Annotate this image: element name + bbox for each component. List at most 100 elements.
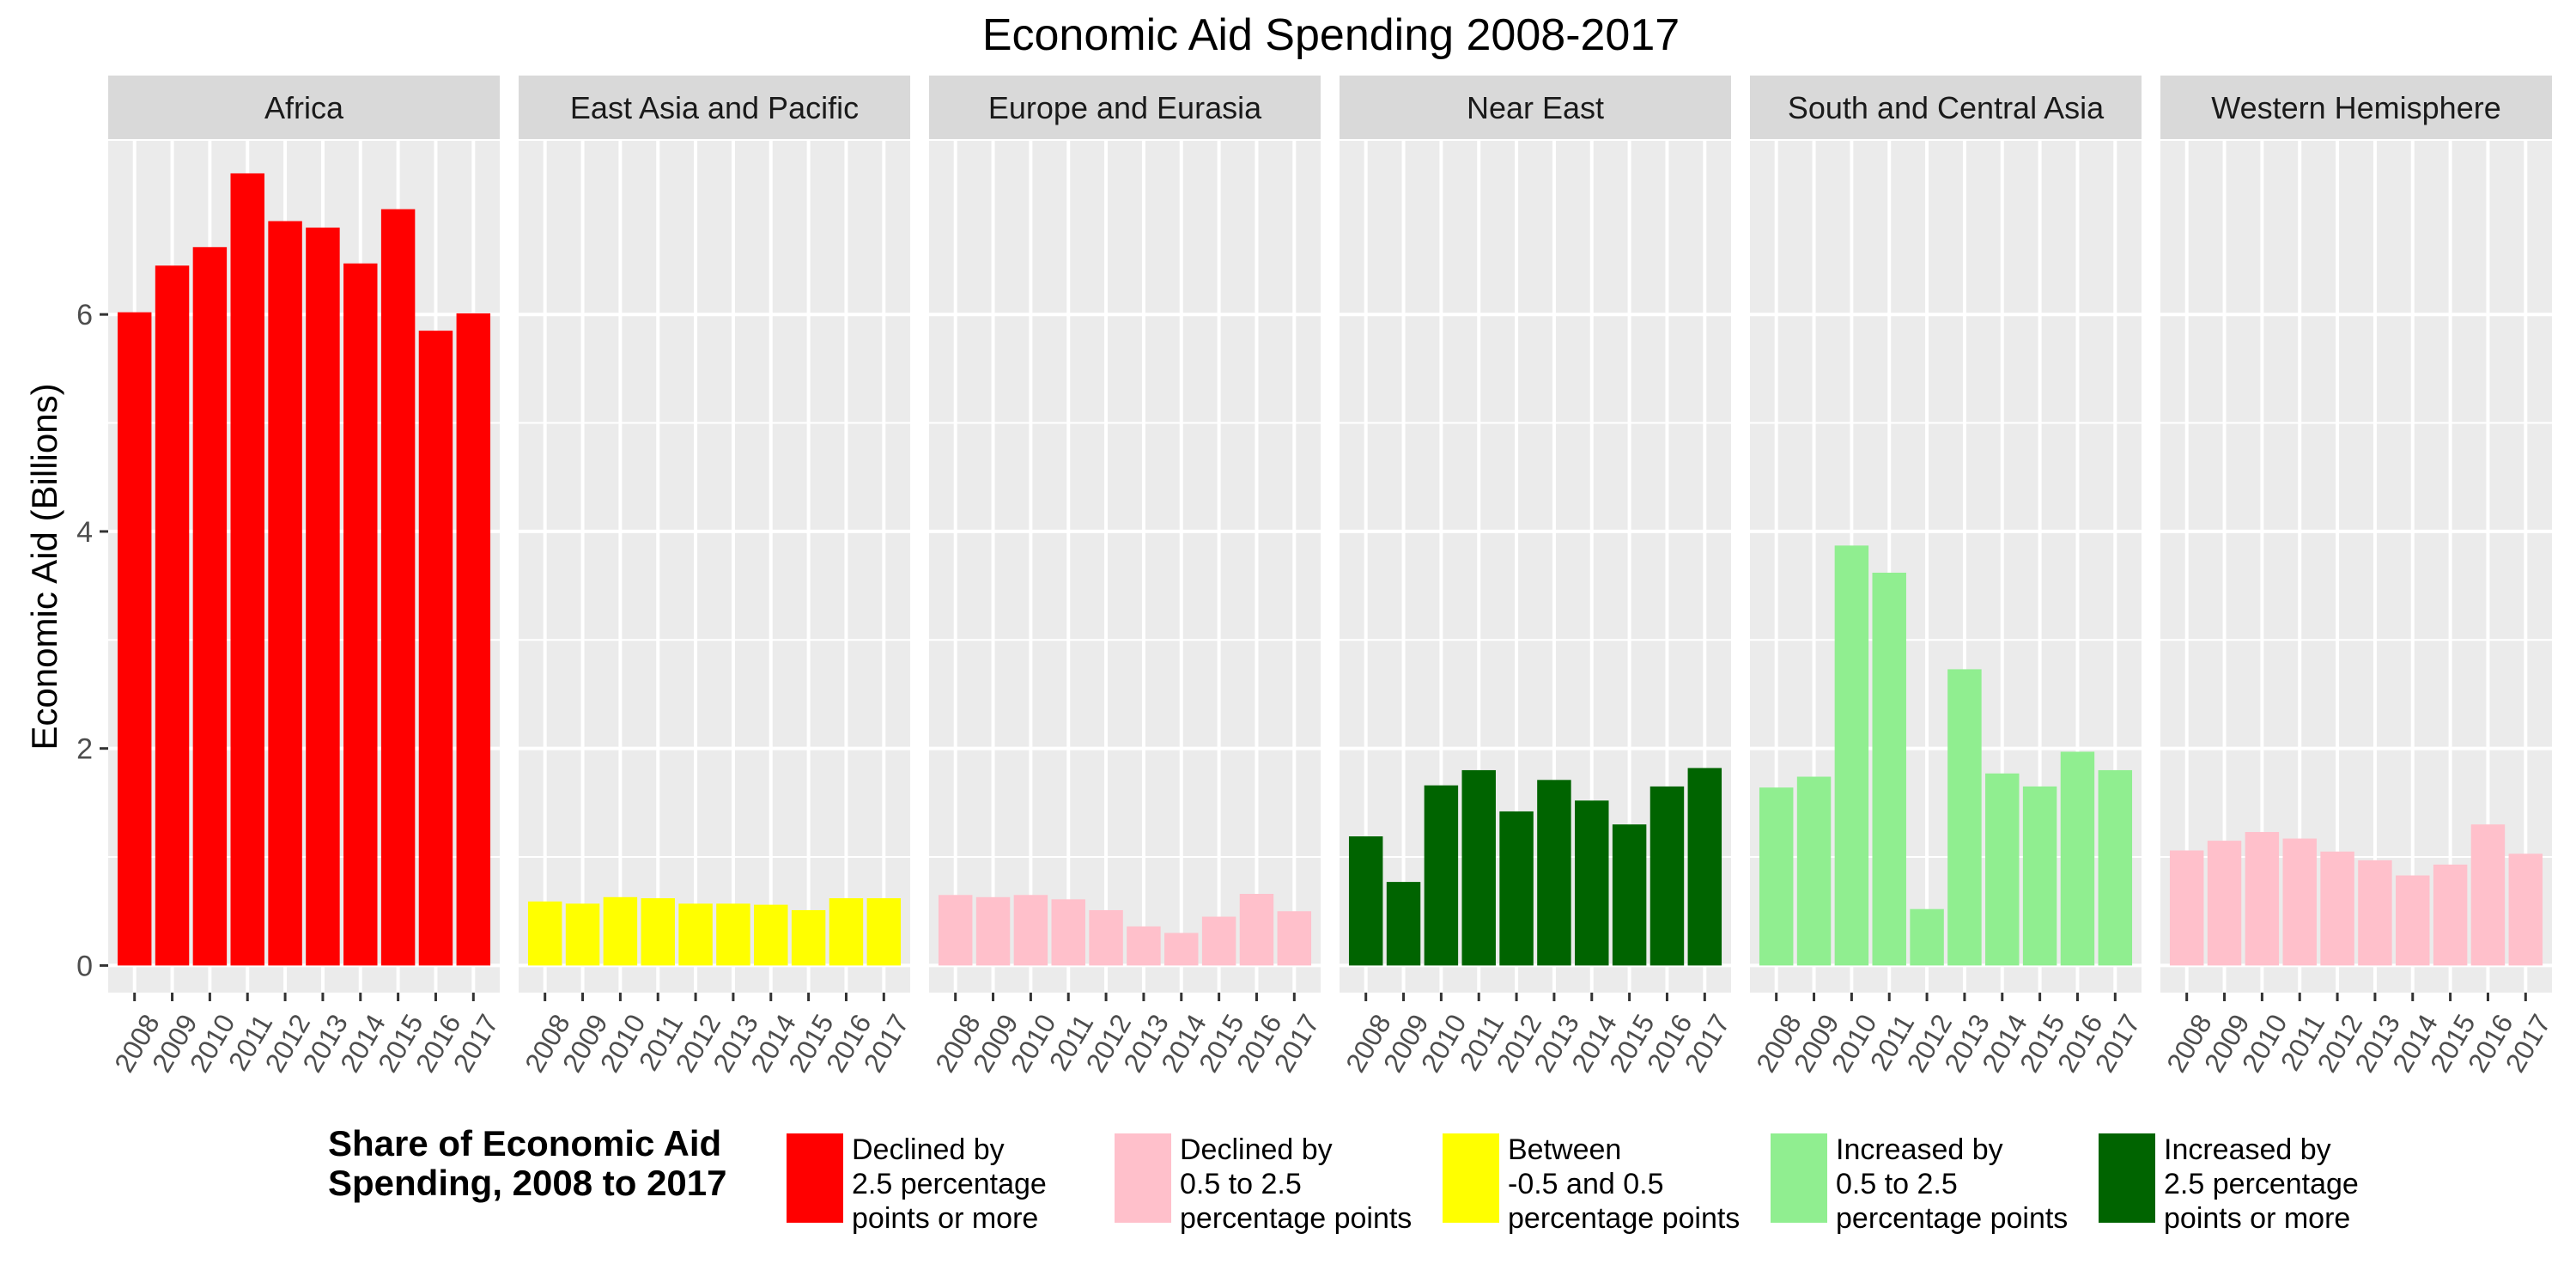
y-tick-label: 4 xyxy=(76,516,93,549)
bar xyxy=(678,903,713,966)
bar xyxy=(754,904,788,966)
bar xyxy=(603,896,638,966)
bar xyxy=(2508,854,2543,966)
bar xyxy=(791,909,826,966)
bar xyxy=(1051,899,1085,966)
bar xyxy=(1424,785,1459,966)
bar xyxy=(1348,836,1383,966)
panel-europe-and-eurasia: Europe and Eurasia2008200920102011201220… xyxy=(929,76,1325,1078)
bar xyxy=(1386,882,1421,966)
bar xyxy=(1089,909,1123,966)
bar xyxy=(527,901,562,966)
legend-label-line: Declined by xyxy=(1180,1133,1333,1166)
facet-strip xyxy=(2160,76,2552,139)
y-axis: 0 2 4 6 xyxy=(76,299,108,982)
bar xyxy=(716,903,750,966)
bar xyxy=(866,898,902,966)
bar xyxy=(2282,838,2317,966)
bar xyxy=(2169,850,2204,966)
bar xyxy=(2433,864,2468,966)
panels-layer: Africa2008200920102011201220132014201520… xyxy=(108,76,2556,1078)
legend-swatch xyxy=(1443,1133,1499,1223)
bar xyxy=(456,313,491,966)
bar xyxy=(380,209,416,966)
bar xyxy=(1947,669,1982,966)
facet-strip xyxy=(108,76,500,139)
bar xyxy=(975,896,1011,966)
legend-label-line: percentage points xyxy=(1180,1202,1412,1235)
legend-swatch xyxy=(2099,1133,2155,1223)
bar xyxy=(1277,911,1312,966)
bar xyxy=(1201,916,1236,966)
legend-label-line: 0.5 to 2.5 xyxy=(1180,1168,1302,1200)
bar xyxy=(117,312,152,966)
bar xyxy=(1239,894,1274,966)
panel-background xyxy=(519,141,910,993)
facet-strip xyxy=(1750,76,2142,139)
bar xyxy=(2320,851,2354,966)
facet-label: South and Central Asia xyxy=(1788,90,2105,125)
bar xyxy=(306,228,340,966)
bar xyxy=(2098,769,2133,966)
facet-label: Europe and Eurasia xyxy=(988,90,1262,125)
bar xyxy=(1649,786,1685,966)
legend-swatch xyxy=(1771,1133,1827,1223)
bar xyxy=(2470,824,2506,966)
bar xyxy=(1127,926,1161,966)
bar xyxy=(1164,933,1199,966)
bar xyxy=(1872,572,1906,966)
legend-label-line: points or more xyxy=(2164,1202,2350,1235)
facet-label: Near East xyxy=(1467,90,1604,125)
bar xyxy=(268,221,302,966)
bar xyxy=(938,895,973,966)
bar xyxy=(1612,824,1647,966)
bar xyxy=(1575,800,1609,966)
legend-label-line: 0.5 to 2.5 xyxy=(1836,1168,1958,1200)
legend-label-line: Increased by xyxy=(2164,1133,2331,1166)
y-tick-label: 6 xyxy=(76,299,93,331)
legend-title-line: Share of Economic Aid xyxy=(328,1123,721,1163)
bar xyxy=(1985,773,2020,966)
legend-label-line: 2.5 percentage xyxy=(2164,1168,2359,1200)
legend-title-line: Spending, 2008 to 2017 xyxy=(328,1163,727,1203)
panel-south-and-central-asia: South and Central Asia200820092010201120… xyxy=(1750,76,2146,1078)
bar xyxy=(641,898,675,966)
legend-label-line: -0.5 and 0.5 xyxy=(1508,1168,1663,1200)
bar xyxy=(2396,875,2430,966)
bar xyxy=(1687,768,1722,966)
bar xyxy=(418,331,453,966)
y-axis-label: Economic Aid (Billions) xyxy=(24,383,64,750)
bar xyxy=(1910,908,1944,966)
legend-label-line: Increased by xyxy=(1836,1133,2003,1166)
legend-label-line: 2.5 percentage xyxy=(852,1168,1047,1200)
bar xyxy=(2060,751,2095,966)
legend-swatch xyxy=(787,1133,843,1223)
bar xyxy=(2022,786,2057,966)
bar xyxy=(2207,841,2242,966)
facet-strip xyxy=(519,76,910,139)
bar xyxy=(343,263,378,966)
bar xyxy=(192,246,228,966)
chart-title: Economic Aid Spending 2008-2017 xyxy=(982,10,1680,60)
bar xyxy=(1834,545,1869,966)
facet-label: Western Hemisphere xyxy=(2211,90,2500,125)
facet-strip xyxy=(1340,76,1731,139)
bar xyxy=(1013,895,1048,966)
facet-label: East Asia and Pacific xyxy=(570,90,859,125)
panel-background xyxy=(929,141,1321,993)
panel-near-east: Near East2008200920102011201220132014201… xyxy=(1340,76,1735,1078)
bar xyxy=(1537,780,1571,966)
bar xyxy=(1759,787,1794,966)
y-tick-label: 2 xyxy=(76,733,93,766)
legend-label-line: percentage points xyxy=(1508,1202,1740,1235)
bar xyxy=(2245,831,2280,966)
y-tick-label: 0 xyxy=(76,950,93,982)
legend-label-line: Between xyxy=(1508,1133,1621,1166)
